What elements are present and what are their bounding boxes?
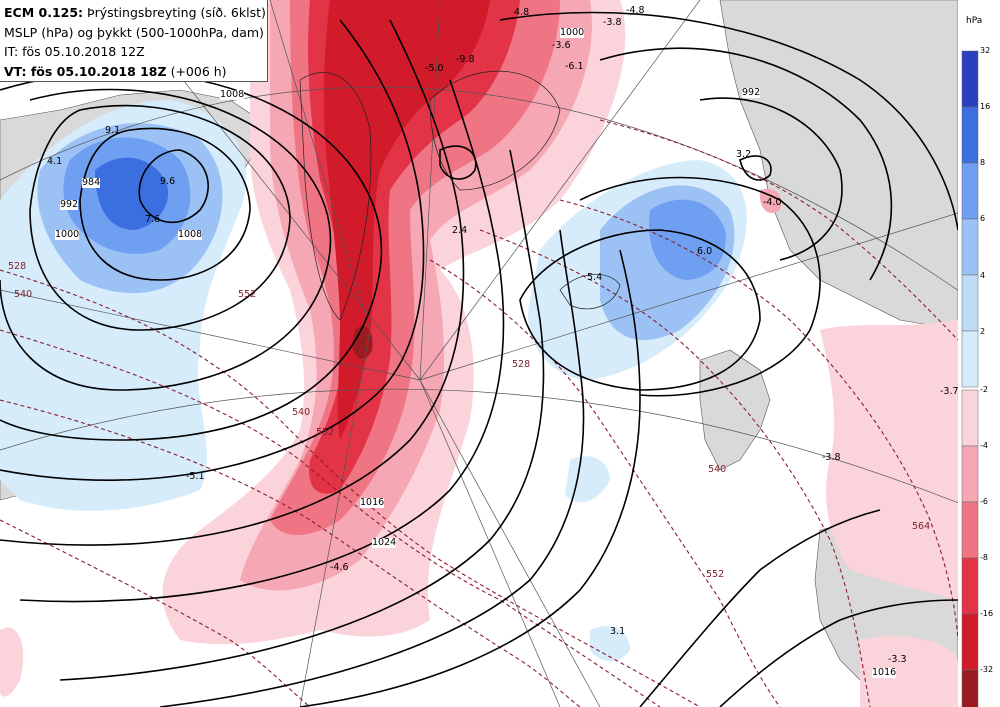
legend-rise-swatch xyxy=(961,330,979,388)
thickness-label: 540 xyxy=(292,407,311,418)
thickness-label: 564 xyxy=(912,521,931,532)
legend-colorbar xyxy=(961,50,979,707)
legend-fall-tick: -8 xyxy=(980,553,988,562)
legend-unit-label: hPa xyxy=(966,16,983,26)
legend-rise-tick: 16 xyxy=(980,102,991,111)
pressure-change-label: -3.8 xyxy=(603,17,622,28)
isobar-label: 1024 xyxy=(372,537,397,548)
legend-rise-swatch xyxy=(961,162,979,220)
legend-rise-swatch xyxy=(961,274,979,332)
title-line-2: MSLP (hPa) og þykkt (500-1000hPa, dam) xyxy=(4,24,264,40)
legend-rise-tick: 6 xyxy=(980,214,986,223)
pressure-change-label: 4.1 xyxy=(47,156,63,167)
pressure-change-label: 9.6 xyxy=(160,176,176,187)
legend-rise-tick: 2 xyxy=(980,327,986,336)
isobar-label: 1016 xyxy=(360,497,385,508)
pressure-change-label: 5.4 xyxy=(587,272,603,283)
isobar-label: 1008 xyxy=(178,229,203,240)
thickness-label: 528 xyxy=(512,359,531,370)
pressure-change-label: -4.8 xyxy=(626,5,645,16)
legend-fall-tick: -6 xyxy=(980,497,988,506)
isobar-label: 1000 xyxy=(55,229,80,240)
pressure-change-label: -4.6 xyxy=(330,562,349,573)
pressure-change-label: -4.0 xyxy=(763,197,782,208)
title-line-1: ECM 0.125: Þrýstingsbreyting (síð. 6klst… xyxy=(4,5,266,20)
isobar-label: 1016 xyxy=(872,667,897,678)
legend-rise-swatch xyxy=(961,106,979,164)
legend-fall-swatch xyxy=(961,613,979,671)
isobar-label: 1008 xyxy=(220,89,245,100)
pressure-fall-areas xyxy=(0,0,958,707)
legend-rise-tick: 32 xyxy=(980,46,991,55)
thickness-label: 540 xyxy=(14,289,33,300)
legend-rise-swatch xyxy=(961,218,979,276)
pressure-change-label: 4.8 xyxy=(514,7,530,18)
legend-fall-swatch xyxy=(961,557,979,615)
pressure-change-label: -3.6 xyxy=(552,40,571,51)
legend-fall-tick: -16 xyxy=(980,609,994,618)
pressure-change-label: -5.1 xyxy=(186,471,205,482)
pressure-change-label: -5.0 xyxy=(425,63,444,74)
legend-fall-swatch xyxy=(961,389,979,447)
isobar-contours xyxy=(0,11,958,707)
pressure-change-label: 3.2 xyxy=(736,149,752,160)
pressure-change-label: -9.8 xyxy=(456,54,475,65)
pressure-change-label: -3.7 xyxy=(940,386,959,397)
thickness-label: 552 xyxy=(706,569,725,580)
legend-rise-swatch xyxy=(961,50,979,108)
title-line-3: IT: fös 05.10.2018 12Z xyxy=(4,44,145,59)
pressure-change-label: 2.4 xyxy=(452,225,468,236)
thickness-label: 552 xyxy=(316,427,335,438)
legend-fall-tick: -32 xyxy=(980,665,994,674)
isobar-label: 992 xyxy=(60,199,79,210)
pressure-change-label: 7.6 xyxy=(145,214,161,225)
legend-rise-tick: 4 xyxy=(980,271,986,280)
pressure-change-label: 3.1 xyxy=(610,626,626,637)
thickness-label: 528 xyxy=(8,261,27,272)
coastlines xyxy=(299,70,621,321)
legend-fall-swatch xyxy=(961,445,979,503)
title-line-4: VT: fös 05.10.2018 18Z (+006 h) xyxy=(4,63,227,79)
pressure-change-label: -3.8 xyxy=(822,452,841,463)
isobar-label: 992 xyxy=(742,87,761,98)
legend-rise-tick: 8 xyxy=(980,158,986,167)
thickness-label: 540 xyxy=(708,464,727,475)
legend-fall-tick: -2 xyxy=(980,385,988,394)
thickness-contours xyxy=(0,119,958,707)
isobar-label: 984 xyxy=(82,177,101,188)
legend-fall-tick: -4 xyxy=(980,441,988,450)
legend-fall-swatch xyxy=(961,669,979,707)
pressure-change-label: 9.1 xyxy=(105,125,121,136)
pressure-change-label: -3.3 xyxy=(888,654,907,665)
thickness-label: 552 xyxy=(238,289,257,300)
pressure-change-label: -6.1 xyxy=(565,61,584,72)
pressure-change-label: 6.0 xyxy=(697,246,713,257)
isobar-label: 1000 xyxy=(560,27,585,38)
legend-fall-swatch xyxy=(961,501,979,559)
map-title-box: ECM 0.125: Þrýstingsbreyting (síð. 6klst… xyxy=(0,0,268,82)
